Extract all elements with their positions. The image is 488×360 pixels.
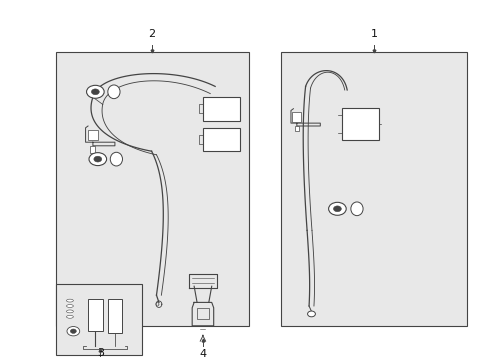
Ellipse shape bbox=[66, 315, 73, 318]
Circle shape bbox=[86, 85, 104, 98]
Bar bbox=[88, 299, 102, 331]
Bar bbox=[197, 308, 208, 319]
Ellipse shape bbox=[110, 152, 122, 166]
Circle shape bbox=[70, 329, 76, 333]
Circle shape bbox=[91, 89, 99, 95]
Ellipse shape bbox=[66, 299, 73, 302]
Circle shape bbox=[89, 153, 106, 166]
Text: 3: 3 bbox=[97, 348, 103, 358]
Bar bbox=[90, 146, 95, 153]
Text: 1: 1 bbox=[370, 29, 377, 39]
Ellipse shape bbox=[66, 310, 73, 313]
Circle shape bbox=[333, 206, 341, 212]
Circle shape bbox=[307, 311, 315, 317]
Bar bbox=[294, 126, 298, 131]
Circle shape bbox=[67, 327, 80, 336]
Bar bbox=[107, 299, 122, 333]
Bar bbox=[281, 52, 466, 326]
Circle shape bbox=[328, 202, 346, 215]
Ellipse shape bbox=[350, 202, 362, 216]
Bar bbox=[56, 284, 142, 355]
Circle shape bbox=[94, 156, 102, 162]
Ellipse shape bbox=[108, 85, 120, 99]
Bar bbox=[88, 130, 98, 140]
Bar bbox=[292, 112, 301, 122]
Bar bbox=[203, 128, 239, 151]
Text: 2: 2 bbox=[148, 29, 155, 39]
Bar bbox=[56, 52, 249, 326]
Ellipse shape bbox=[66, 305, 73, 307]
Bar bbox=[203, 97, 239, 121]
Text: 4: 4 bbox=[199, 349, 206, 359]
Bar bbox=[342, 108, 378, 140]
